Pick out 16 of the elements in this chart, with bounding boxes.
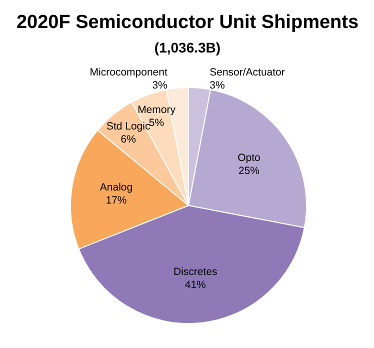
- slice-label: Sensor/Actuator: [210, 66, 286, 79]
- data-label: 5%: [148, 117, 164, 130]
- slice-label: Opto: [238, 152, 261, 164]
- data-label: 6%: [120, 133, 136, 146]
- data-label: 3%: [152, 80, 168, 92]
- data-label: 41%: [184, 278, 206, 291]
- chart-subtitle: (1,036.3B): [154, 40, 221, 56]
- chart-title: 2020F Semiconductor Unit Shipments: [16, 12, 359, 33]
- slice-label: Std Logic: [106, 120, 150, 132]
- slice-label: Memory: [138, 104, 176, 116]
- data-label: 3%: [210, 80, 225, 92]
- slice-label: Microcomponent: [90, 66, 168, 79]
- slice-label: Discretes: [174, 266, 218, 278]
- data-label: 25%: [238, 164, 260, 177]
- data-label: 17%: [106, 194, 127, 207]
- slice-label: Analog: [100, 182, 133, 194]
